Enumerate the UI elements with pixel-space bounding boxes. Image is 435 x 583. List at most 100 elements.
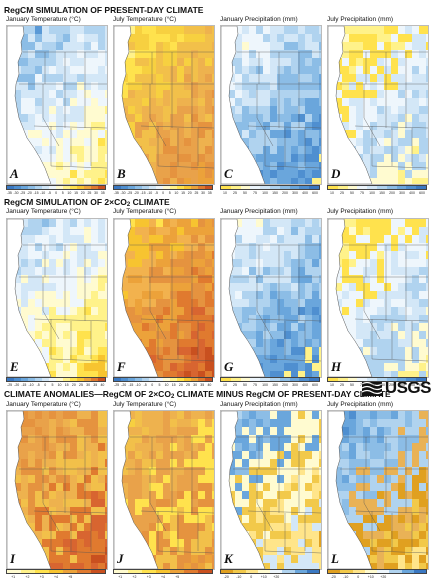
legend-tick-label: 30 [94, 191, 99, 195]
legend-swatch [156, 570, 170, 573]
legend-swatch [77, 570, 91, 573]
usgs-logo: USGS [361, 378, 432, 398]
panel-title-january-temperature: January Temperature (°C) [6, 208, 81, 215]
legend-tick-label: 0 [44, 383, 47, 387]
legend-b: -35 -30 -25 -20 -15 -10 -5 0 5 10 15 20 25 30 35 [113, 185, 213, 199]
legend-d: 10 25 50 75 100 150 200 300 400 600 [327, 185, 427, 199]
legend-c: 10 25 50 75 100 150 200 300 400 600 [220, 185, 320, 199]
legend-swatch [98, 186, 105, 189]
legend-swatch [416, 378, 426, 381]
legend-tick-label: +4 [53, 575, 58, 579]
map-panel-i: I [6, 410, 108, 570]
usgs-wave-icon [361, 380, 382, 396]
legend-tick-label: 40 [207, 383, 212, 387]
panel-letter: G [224, 359, 234, 374]
legend-swatch [114, 378, 121, 381]
legend-swatch [299, 378, 310, 381]
legend-swatch [269, 186, 280, 189]
legend-tick-label: 30 [201, 191, 206, 195]
legend-swatch [121, 378, 128, 381]
legend-swatch [42, 378, 49, 381]
map-panel-l: L [327, 410, 429, 570]
panel-letter: J [117, 551, 124, 566]
legend-tick-label: -20 [133, 191, 139, 195]
panel-title-january-temperature: January Temperature (°C) [6, 401, 81, 408]
legend-ticks: 10 25 50 75 100 150 200 300 400 600 [220, 383, 320, 389]
legend-swatch [347, 378, 358, 381]
legend-tick-label: +20 [273, 575, 280, 579]
legend-tick-label: 0 [162, 191, 165, 195]
legend-swatch [396, 186, 407, 189]
legend-swatch [357, 186, 368, 189]
legend-tick-label: 5 [158, 383, 161, 387]
legend-ticks: 10 25 50 75 100 150 200 300 400 600 [327, 383, 427, 389]
legend-tick-label: 15 [74, 191, 78, 195]
panel-title-july-precipitation: July Precipitation (mm) [327, 401, 394, 408]
legend-tick-label: 25 [87, 191, 92, 195]
legend-color-bar [327, 569, 427, 574]
legend-color-bar [6, 377, 106, 382]
section-title-present: RegCM SIMULATION OF PRESENT-DAY CLIMATE [4, 5, 204, 15]
map-panel-c: C [220, 25, 322, 185]
legend-swatch [309, 378, 319, 381]
legend-swatch [376, 186, 387, 189]
legend-tick-label [295, 575, 308, 581]
legend-tick-label: 10 [223, 383, 227, 387]
legend-tick-label: -20 [26, 191, 32, 195]
legend-swatch [205, 186, 212, 189]
usgs-logo-text: USGS [384, 378, 432, 397]
legend-tick-label: 20 [71, 383, 76, 387]
legend-tick-label: 25 [79, 383, 83, 387]
legend-swatch [367, 378, 377, 381]
legend-swatch [328, 378, 338, 381]
legend-swatch [357, 378, 368, 381]
legend-swatch [77, 378, 84, 381]
legend-swatch [401, 570, 414, 573]
legend-swatch [149, 186, 156, 189]
legend-tick-label: 75 [253, 191, 257, 195]
legend-tick-label: 25 [340, 191, 344, 195]
legend-swatch [184, 378, 191, 381]
legend-tick-label: -5 [36, 383, 40, 387]
legend-tick-label: -10 [236, 575, 242, 579]
legend-swatch [191, 378, 198, 381]
legend-swatch [406, 186, 417, 189]
legend-swatch [63, 378, 70, 381]
legend-tick-label: -5 [47, 191, 51, 195]
legend-swatch [250, 378, 261, 381]
legend-tick-label: -15 [140, 191, 146, 195]
legend-tick-label: 25 [194, 191, 199, 195]
panel-letter: L [331, 551, 339, 566]
legend-swatch [294, 570, 307, 573]
legend-ticks: -20 -10 0 +10 +20 [327, 575, 427, 581]
legend-ticks: +1 +2 +3 +4 +5 [6, 575, 106, 581]
legend-tick-label: -30 [120, 191, 126, 195]
legend-swatch [56, 186, 63, 189]
legend-swatch [63, 570, 77, 573]
legend-ticks: -25 -20 -15 -10 -5 0 5 10 15 20 25 30 35 40 [6, 383, 106, 389]
legend-tick-label: +5 [175, 575, 180, 579]
legend-tick-label: 35 [200, 383, 205, 387]
panel-letter: A [10, 166, 19, 181]
map-panel-f: F [113, 218, 215, 378]
legend-tick-label: +3 [146, 575, 151, 579]
legend-tick-label: 400 [302, 383, 308, 387]
panel-letter: B [117, 166, 126, 181]
legend-swatch [63, 186, 70, 189]
legend-color-bar [6, 569, 106, 574]
legend-swatch [389, 570, 402, 573]
panel-letter: I [10, 551, 16, 566]
legend-tick-label: +10 [367, 575, 374, 579]
map-panel-d: D [327, 25, 429, 185]
legend-swatch [184, 186, 191, 189]
legend-swatch [221, 186, 231, 189]
section-title-2xco2: RegCM SIMULATION OF 2×CO2 CLIMATE [4, 197, 170, 208]
panel-title-january-precipitation: January Precipitation (mm) [220, 16, 298, 23]
legend-swatch [35, 186, 42, 189]
legend-swatch [191, 186, 198, 189]
legend-swatch [149, 378, 156, 381]
legend-tick-label [283, 575, 296, 581]
legend-swatch [77, 186, 84, 189]
legend-swatch [114, 570, 128, 573]
legend-tick-label: 0 [55, 191, 58, 195]
